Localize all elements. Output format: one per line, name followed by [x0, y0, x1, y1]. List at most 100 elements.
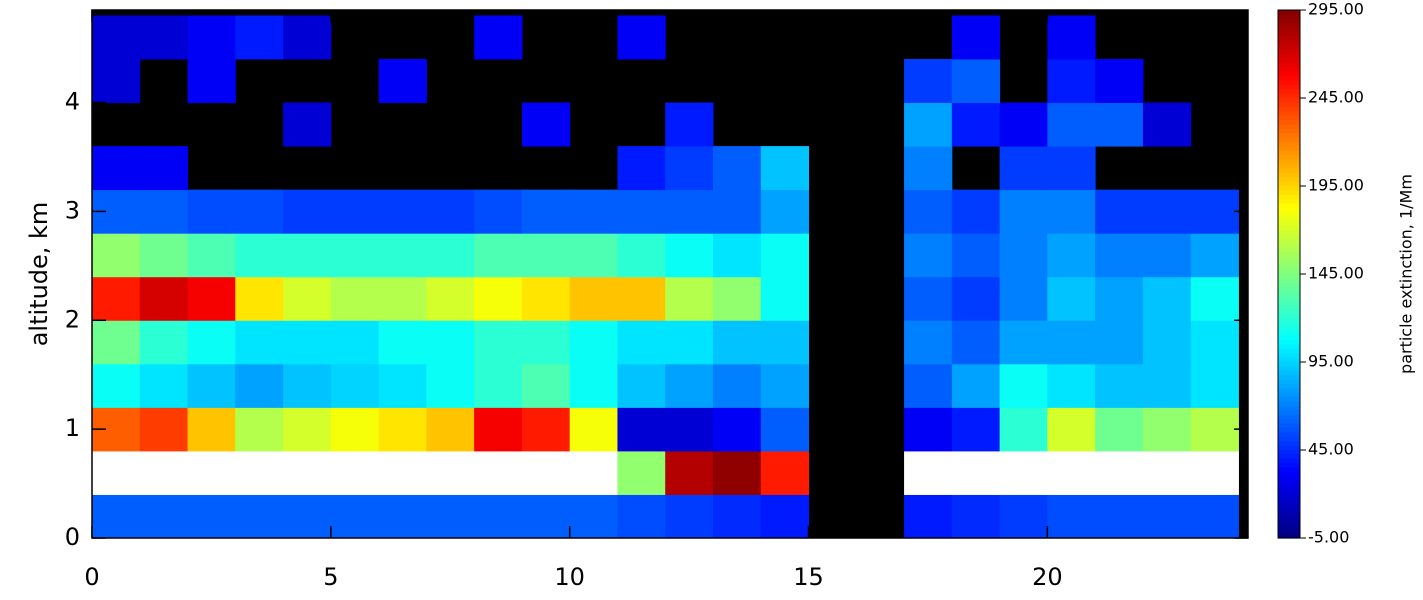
heat-cell	[760, 494, 810, 539]
colorbar-strip	[1278, 326, 1300, 332]
heat-cell	[617, 320, 666, 365]
heat-cell	[378, 189, 427, 234]
colorbar-strip	[1278, 58, 1300, 64]
heat-cell	[904, 58, 953, 104]
colorbar-strip	[1278, 489, 1300, 495]
heat-cell	[521, 233, 571, 278]
heat-cell	[617, 15, 666, 60]
heat-cell	[999, 189, 1048, 234]
colorbar-tick-label: 145.00	[1308, 264, 1364, 283]
colorbar-strip	[1278, 62, 1300, 68]
colorbar-strip	[1278, 252, 1300, 257]
colorbar-strip	[1278, 357, 1300, 363]
heat-cell	[760, 276, 810, 321]
heat-cell	[951, 320, 1001, 365]
colorbar-strip	[1278, 274, 1300, 279]
heat-cell	[904, 407, 953, 452]
heat-cell	[426, 189, 475, 234]
colorbar-strip	[1278, 212, 1300, 218]
colorbar-strip	[1278, 102, 1300, 108]
colorbar-strip	[1278, 397, 1300, 403]
colorbar-strip	[1278, 111, 1300, 117]
heat-cell	[1047, 233, 1096, 278]
colorbar-strip	[1278, 243, 1300, 249]
heat-cell	[712, 363, 762, 408]
colorbar-strip	[1278, 128, 1300, 134]
heat-cell	[283, 15, 332, 60]
heat-cell	[1047, 363, 1096, 408]
heat-cell	[92, 494, 141, 539]
heat-cell	[617, 189, 666, 234]
colorbar-strip	[1278, 71, 1300, 77]
heat-cell	[665, 189, 714, 234]
heat-cell	[999, 407, 1048, 452]
colorbar-label: particle extinction, 1/Mm	[1397, 174, 1416, 374]
heat-cell	[283, 276, 332, 321]
heat-cell	[330, 189, 380, 234]
heat-cell	[426, 407, 475, 452]
heat-cell	[1047, 320, 1096, 365]
heat-cell	[999, 102, 1048, 147]
heat-cell	[712, 276, 762, 321]
colorbar-strip	[1278, 375, 1300, 381]
heat-cell	[1047, 276, 1096, 321]
heat-cell	[235, 450, 284, 495]
heat-cell	[760, 233, 810, 278]
heat-cell	[92, 450, 141, 495]
colorbar-strip	[1278, 208, 1300, 213]
colorbar-strip	[1278, 155, 1300, 161]
heat-cell	[665, 233, 714, 278]
heat-cell	[235, 320, 284, 365]
colorbar-strip	[1278, 423, 1300, 429]
colorbar-tick-label: 195.00	[1308, 176, 1364, 195]
colorbar-strip	[1278, 260, 1300, 266]
colorbar-strip	[1278, 291, 1300, 297]
heat-cell	[139, 15, 189, 60]
colorbar-strip	[1278, 269, 1300, 275]
colorbar-strip	[1278, 414, 1300, 420]
colorbar-strip	[1278, 137, 1300, 143]
heat-cell	[1095, 276, 1144, 321]
heat-cell	[951, 15, 1001, 60]
colorbar-strip	[1278, 370, 1300, 376]
colorbar-strip	[1278, 265, 1300, 271]
heat-cell	[1190, 407, 1239, 452]
heat-cell	[617, 233, 666, 278]
heat-cell	[1095, 494, 1144, 539]
colorbar-tick-label: 295.00	[1308, 0, 1364, 19]
colorbar-strip	[1278, 340, 1300, 345]
heat-cell	[92, 15, 141, 60]
heat-cell	[474, 276, 523, 321]
heat-cell	[951, 407, 1001, 452]
colorbar-strip	[1278, 344, 1300, 350]
colorbar-strip	[1278, 313, 1300, 319]
colorbar-strip	[1278, 18, 1300, 24]
heat-cell	[999, 363, 1048, 408]
colorbar-strip	[1278, 520, 1300, 526]
heat-cell	[92, 146, 141, 191]
heat-cell	[139, 363, 189, 408]
heat-cell	[474, 494, 523, 539]
colorbar-strip	[1278, 89, 1300, 95]
y-tick-label: 2	[65, 305, 80, 333]
colorbar-strip	[1278, 54, 1300, 59]
heat-cell	[665, 494, 714, 539]
colorbar-tick-label: -5.00	[1308, 528, 1349, 547]
heat-cell	[187, 407, 236, 452]
heat-cell	[951, 450, 1001, 495]
colorbar-tick-label: 45.00	[1308, 440, 1354, 459]
heat-cell	[139, 450, 189, 495]
heat-cell	[569, 189, 618, 234]
heat-cell	[378, 450, 427, 495]
y-tick-label: 4	[65, 88, 80, 116]
colorbar-strip	[1278, 238, 1300, 244]
colorbar-strip	[1278, 432, 1300, 438]
heat-cell	[283, 320, 332, 365]
colorbar-strip	[1278, 410, 1300, 416]
heat-cell	[187, 363, 236, 408]
heat-cell	[92, 58, 141, 104]
colorbar-strip	[1278, 524, 1300, 530]
x-tick-label: 10	[554, 563, 585, 591]
